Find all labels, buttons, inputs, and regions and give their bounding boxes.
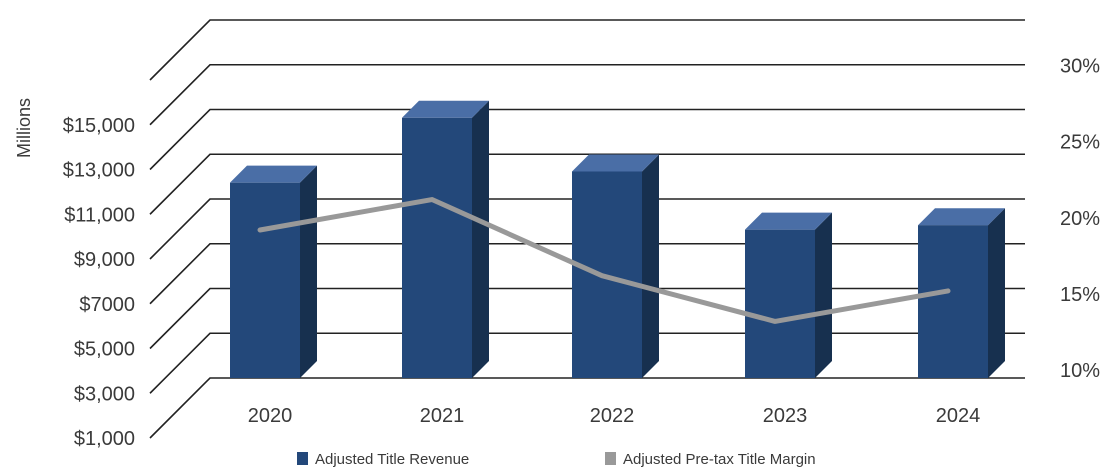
bar	[402, 117, 472, 378]
y2-tick-label: 25%	[1060, 132, 1100, 154]
x-tick-label: 2023	[763, 405, 808, 427]
bar	[230, 182, 300, 378]
bar-side	[300, 165, 317, 378]
legend-swatch	[297, 452, 308, 465]
bar-side	[815, 212, 832, 378]
margin-line-layer	[257, 197, 951, 324]
bar-side	[642, 154, 659, 378]
legend-swatch	[605, 452, 616, 465]
y2-tick-label: 20%	[1060, 208, 1100, 230]
gridline	[149, 153, 1025, 215]
y2-tick-label: 30%	[1060, 55, 1100, 77]
x-tick-label: 2022	[590, 405, 635, 427]
gridline	[149, 63, 1025, 126]
legend-label: Adjusted Title Revenue	[315, 451, 469, 468]
y-tick-label: $5,000	[74, 339, 135, 361]
x-tick-label: 2024	[936, 405, 981, 427]
gridline	[149, 108, 1025, 171]
y-tick-label: $1,000	[74, 428, 135, 450]
y2-tick-label: 10%	[1060, 360, 1100, 382]
x-tick-label: 2020	[248, 405, 293, 427]
y2-tick-label: 15%	[1060, 284, 1100, 306]
margin-line	[257, 197, 951, 324]
tick-labels: $1,000 $3,000 $5,000 $7000 $9,000 $11,000 $13,…	[63, 55, 1101, 450]
gridlines	[149, 19, 1025, 439]
y-axis-label: Millions	[14, 98, 34, 158]
bar-top	[918, 208, 1005, 226]
y-tick-label: $11,000	[64, 204, 135, 226]
bar	[918, 225, 988, 378]
y-tick-label: $13,000	[63, 160, 135, 182]
bar-top	[572, 154, 659, 172]
y-tick-label: $9,000	[74, 249, 135, 271]
legend: Adjusted Title Revenue Adjusted Pre-tax T…	[297, 451, 816, 468]
gridline	[149, 19, 1025, 81]
bar-top	[230, 165, 317, 183]
bar-top	[402, 100, 489, 118]
bars	[230, 100, 1005, 378]
legend-label: Adjusted Pre-tax Title Margin	[623, 451, 816, 468]
x-tick-label: 2021	[420, 405, 465, 427]
gridline	[149, 198, 1025, 260]
bar-side	[472, 100, 489, 378]
y-tick-label: $7000	[79, 294, 135, 316]
bar-top	[745, 212, 832, 230]
bar	[745, 229, 815, 378]
y-tick-label: $3,000	[74, 383, 135, 405]
bar-side	[988, 208, 1005, 378]
y-tick-label: $15,000	[63, 115, 135, 137]
